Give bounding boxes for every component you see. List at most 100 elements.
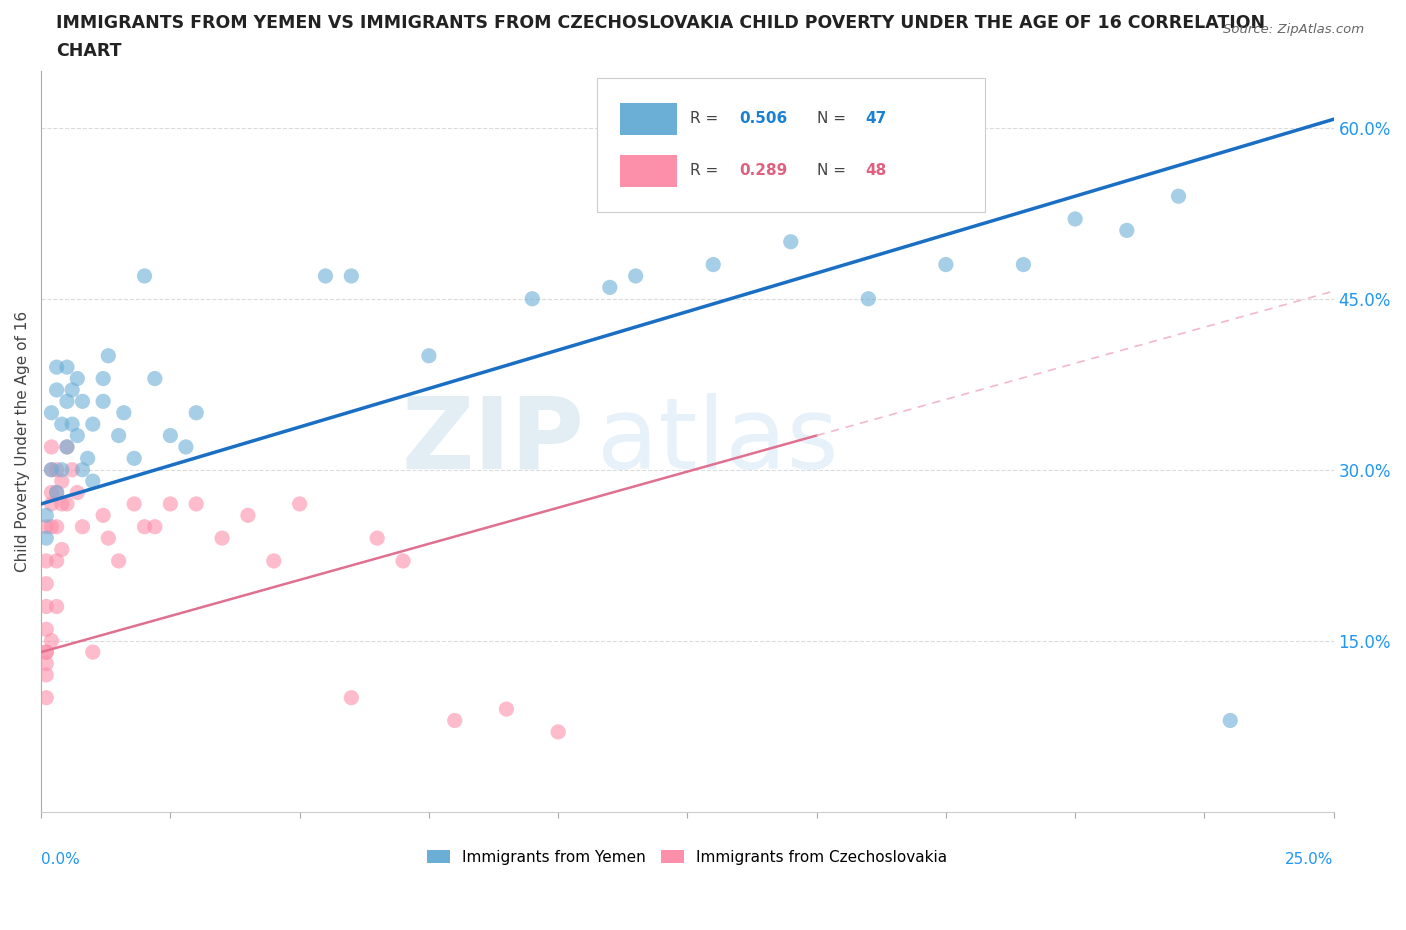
Point (174, 440, 197, 455)
Point (35, 668, 58, 683)
Point (60, 382, 83, 397)
Point (107, 428, 129, 443)
Point (134, 519, 156, 534)
Point (41, 405, 63, 420)
Point (41, 462, 63, 477)
Point (143, 519, 166, 534)
Point (340, 690, 363, 705)
FancyBboxPatch shape (620, 102, 678, 135)
Point (45, 599, 67, 614)
Point (45, 519, 67, 534)
Point (186, 405, 208, 420)
FancyBboxPatch shape (598, 78, 984, 211)
Text: N =: N = (817, 112, 851, 126)
Point (134, 269, 156, 284)
Point (122, 497, 145, 512)
Point (35, 519, 58, 534)
Point (418, 349, 440, 364)
Point (35, 508, 58, 523)
Point (66, 485, 89, 500)
Point (495, 701, 517, 716)
Point (35, 656, 58, 671)
Point (779, 234, 801, 249)
Point (35, 577, 58, 591)
Point (186, 497, 208, 512)
Point (51, 497, 73, 512)
Point (82, 473, 104, 488)
Point (392, 553, 415, 568)
Point (91, 394, 114, 409)
Text: Source: ZipAtlas.com: Source: ZipAtlas.com (1223, 23, 1364, 36)
Point (82, 644, 104, 659)
Point (702, 257, 724, 272)
Point (35, 553, 58, 568)
Point (159, 428, 181, 443)
Point (288, 497, 311, 512)
Point (82, 417, 104, 432)
Point (35, 644, 58, 659)
Text: 25.0%: 25.0% (1285, 853, 1334, 868)
Point (45, 485, 67, 500)
Point (122, 451, 145, 466)
Point (56, 440, 79, 455)
Point (41, 462, 63, 477)
Point (211, 531, 233, 546)
Point (314, 269, 336, 284)
Text: 0.0%: 0.0% (41, 853, 80, 868)
Text: N =: N = (817, 164, 851, 179)
Point (60, 417, 83, 432)
Text: CHART: CHART (56, 42, 122, 60)
Point (97, 349, 120, 364)
Text: R =: R = (690, 112, 723, 126)
Point (45, 382, 67, 397)
Point (56, 497, 79, 512)
Point (1064, 211, 1087, 226)
Point (45, 360, 67, 375)
Point (522, 291, 544, 306)
Point (35, 644, 58, 659)
Point (76, 451, 98, 466)
Point (143, 371, 166, 386)
Point (51, 542, 73, 557)
FancyBboxPatch shape (620, 154, 678, 187)
Point (41, 497, 63, 512)
Point (41, 633, 63, 648)
Point (51, 417, 73, 432)
Point (1167, 189, 1189, 204)
Point (624, 269, 647, 284)
Point (443, 713, 465, 728)
Point (35, 599, 58, 614)
Point (366, 531, 388, 546)
Point (56, 394, 79, 409)
Text: 48: 48 (866, 164, 887, 179)
Point (263, 553, 285, 568)
Text: R =: R = (690, 164, 723, 179)
Point (91, 508, 114, 523)
Point (547, 724, 569, 739)
Point (41, 485, 63, 500)
Point (51, 473, 73, 488)
Point (72, 394, 94, 409)
Point (51, 462, 73, 477)
Point (35, 531, 58, 546)
Point (159, 497, 181, 512)
Point (56, 360, 79, 375)
Point (45, 485, 67, 500)
Text: 0.289: 0.289 (740, 164, 787, 179)
Point (599, 280, 621, 295)
Point (72, 462, 94, 477)
Point (60, 462, 83, 477)
Y-axis label: Child Poverty Under the Age of 16: Child Poverty Under the Age of 16 (15, 311, 30, 572)
Point (45, 462, 67, 477)
Text: 0.506: 0.506 (740, 112, 787, 126)
Point (107, 553, 129, 568)
Point (97, 531, 120, 546)
Text: atlas: atlas (598, 392, 838, 490)
Point (66, 371, 89, 386)
Point (41, 519, 63, 534)
Text: ZIP: ZIP (401, 392, 583, 490)
Legend: Immigrants from Yemen, Immigrants from Czechoslovakia: Immigrants from Yemen, Immigrants from C… (420, 844, 953, 870)
Point (91, 371, 114, 386)
Point (340, 269, 363, 284)
Point (35, 622, 58, 637)
